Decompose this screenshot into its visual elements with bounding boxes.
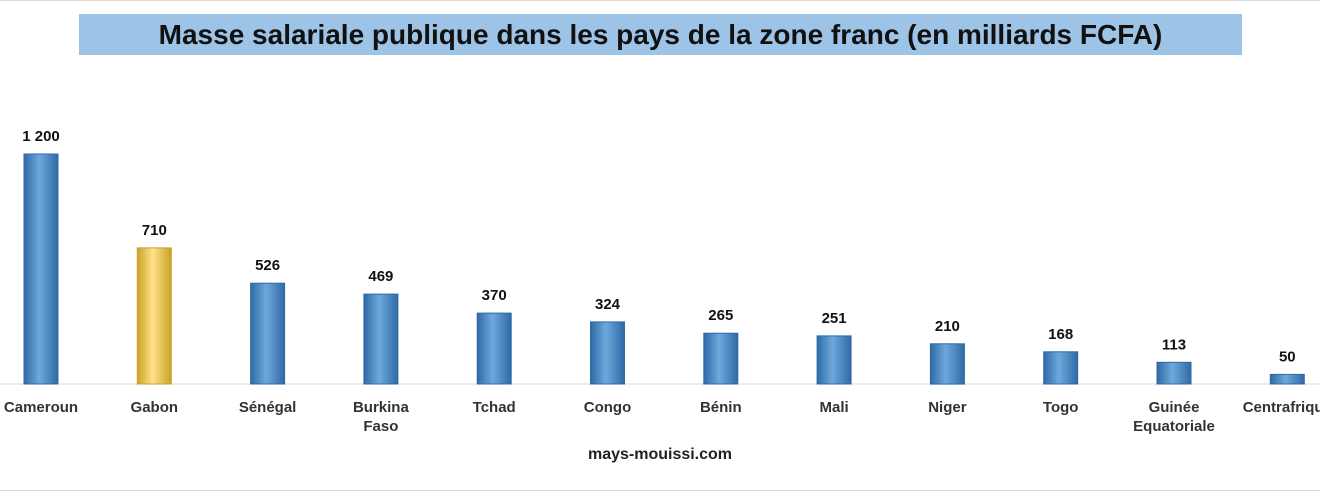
value-label-7: 251 xyxy=(822,310,847,327)
bar-1 xyxy=(136,247,172,385)
source-label: mays-mouissi.com xyxy=(587,446,733,463)
value-label-6: 265 xyxy=(708,307,733,324)
value-label-4: 370 xyxy=(482,287,507,304)
category-label-0: Cameroun xyxy=(4,399,78,416)
category-label-8: Niger xyxy=(928,399,967,416)
category-label-9: Togo xyxy=(1043,399,1079,416)
category-label-2: Sénégal xyxy=(239,399,297,416)
category-label-6: Bénin xyxy=(700,399,742,416)
category-label-5: Congo xyxy=(584,399,631,416)
bar-11 xyxy=(1269,373,1305,385)
bar-6 xyxy=(703,332,739,385)
category-label-11: Centrafrique xyxy=(1243,399,1320,416)
bottom-border xyxy=(0,490,1320,491)
bar-9 xyxy=(1043,351,1079,385)
category-label-10: Guinée Equatoriale xyxy=(1133,399,1215,435)
value-label-8: 210 xyxy=(935,318,960,335)
category-label-7: Mali xyxy=(820,399,849,416)
bar-2 xyxy=(250,282,286,385)
bar-8 xyxy=(929,343,965,385)
chart-title: Masse salariale publique dans les pays d… xyxy=(79,14,1242,55)
value-label-10: 113 xyxy=(1162,336,1186,353)
top-border xyxy=(0,0,1320,1)
category-label-4: Tchad xyxy=(473,399,516,416)
value-label-11: 50 xyxy=(1279,348,1296,365)
value-label-0: 1 200 xyxy=(22,128,60,145)
bar-0 xyxy=(23,153,59,385)
category-label-1: Gabon xyxy=(131,399,179,416)
value-label-2: 526 xyxy=(255,257,280,274)
bar-4 xyxy=(476,312,512,385)
value-label-9: 168 xyxy=(1048,326,1073,343)
category-label-3: Burkina Faso xyxy=(353,399,410,435)
bar-5 xyxy=(590,321,625,385)
value-label-5: 324 xyxy=(595,296,621,313)
bar-7 xyxy=(816,335,852,385)
value-label-1: 710 xyxy=(142,222,167,239)
bar-10 xyxy=(1156,361,1192,385)
bar-3 xyxy=(363,293,399,385)
value-label-3: 469 xyxy=(368,268,393,285)
